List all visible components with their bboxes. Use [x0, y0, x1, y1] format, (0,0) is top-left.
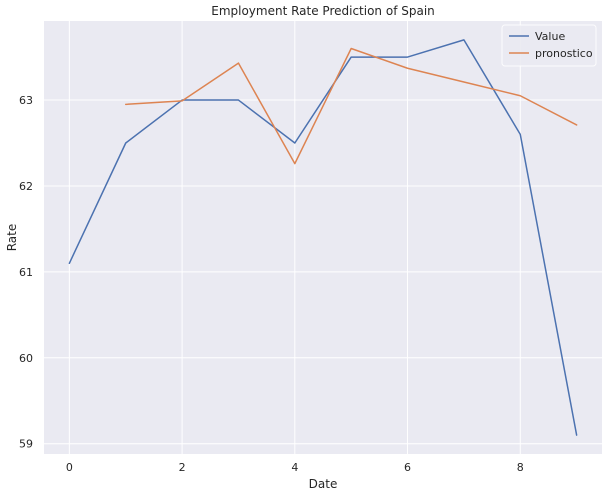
- y-tick-label: 61: [19, 266, 33, 279]
- x-axis-label: Date: [309, 477, 338, 491]
- y-tick-label: 60: [19, 352, 33, 365]
- x-tick-label: 0: [66, 461, 73, 474]
- x-tick-label: 2: [179, 461, 186, 474]
- y-tick-label: 59: [19, 438, 33, 451]
- grid-lines: [44, 21, 602, 454]
- plot-background: [44, 21, 602, 454]
- series-lines: [68, 39, 578, 436]
- y-tick-label: 63: [19, 94, 33, 107]
- legend-label-pronostico: pronostico: [535, 47, 593, 60]
- y-tick-label: 62: [19, 180, 33, 193]
- legend-label-value: Value: [535, 30, 565, 43]
- y-axis-label: Rate: [5, 224, 19, 252]
- x-tick-labels: 0 2 4 6 8: [66, 461, 524, 474]
- legend: Value pronostico: [501, 24, 597, 67]
- chart-title: Employment Rate Prediction of Spain: [211, 4, 435, 18]
- y-tick-labels: 59 60 61 62 63: [19, 94, 33, 451]
- x-tick-label: 8: [517, 461, 524, 474]
- x-tick-label: 4: [291, 461, 298, 474]
- series-line-pronostico: [124, 47, 578, 165]
- x-tick-label: 6: [404, 461, 411, 474]
- series-line-value: [68, 39, 578, 436]
